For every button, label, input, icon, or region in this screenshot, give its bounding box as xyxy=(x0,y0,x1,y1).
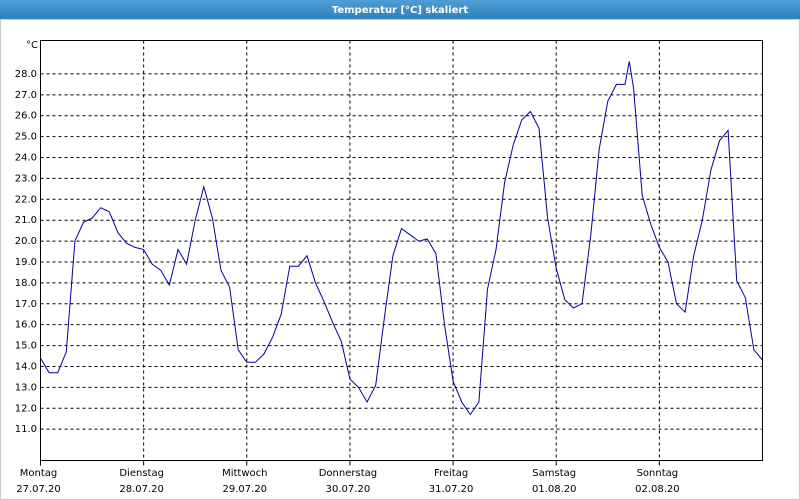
y-tick-label: 17.0 xyxy=(15,299,37,310)
y-tick-label: 12.0 xyxy=(15,403,37,414)
unit-label: °C xyxy=(26,40,38,51)
y-tick-label: 21.0 xyxy=(15,215,37,226)
y-tick-label: 22.0 xyxy=(15,194,37,205)
window-border xyxy=(0,19,800,500)
y-tick-label: 13.0 xyxy=(15,382,37,393)
x-tick-label: Donnerstag xyxy=(319,468,377,479)
x-tick-date: 28.07.20 xyxy=(119,484,164,495)
x-tick-date: 30.07.20 xyxy=(326,484,371,495)
y-tick-label: 26.0 xyxy=(15,111,37,122)
y-tick-label: 18.0 xyxy=(15,278,37,289)
x-tick-label: Dienstag xyxy=(119,468,164,479)
temperature-line xyxy=(40,61,763,416)
x-tick-date: 29.07.20 xyxy=(223,484,268,495)
title-bar xyxy=(0,0,800,19)
x-tick-date: 01.08.20 xyxy=(532,484,577,495)
x-tick-label: Sonntag xyxy=(637,468,679,479)
y-tick-label: 16.0 xyxy=(15,320,37,331)
y-tick-label: 23.0 xyxy=(15,173,37,184)
y-tick-label: 19.0 xyxy=(15,257,37,268)
x-tick-label: Samstag xyxy=(532,468,576,479)
y-tick-label: 15.0 xyxy=(15,341,37,352)
x-tick-label: Montag xyxy=(20,468,57,479)
y-tick-label: 27.0 xyxy=(15,90,37,101)
x-tick-date: 27.07.20 xyxy=(16,484,61,495)
y-tick-label: 24.0 xyxy=(15,153,37,164)
y-tick-label: 14.0 xyxy=(15,361,37,372)
x-tick-date: 31.07.20 xyxy=(429,484,474,495)
window-title: Temperatur [°C] skaliert xyxy=(332,5,469,16)
y-tick-label: 28.0 xyxy=(15,69,37,80)
y-tick-label: 20.0 xyxy=(15,236,37,247)
x-tick-label: Mittwoch xyxy=(222,468,267,479)
y-tick-label: 11.0 xyxy=(15,424,37,435)
y-tick-label: 25.0 xyxy=(15,132,37,143)
plot-frame xyxy=(40,40,763,461)
x-tick-date: 02.08.20 xyxy=(635,484,680,495)
x-tick-label: Freitag xyxy=(434,468,468,479)
